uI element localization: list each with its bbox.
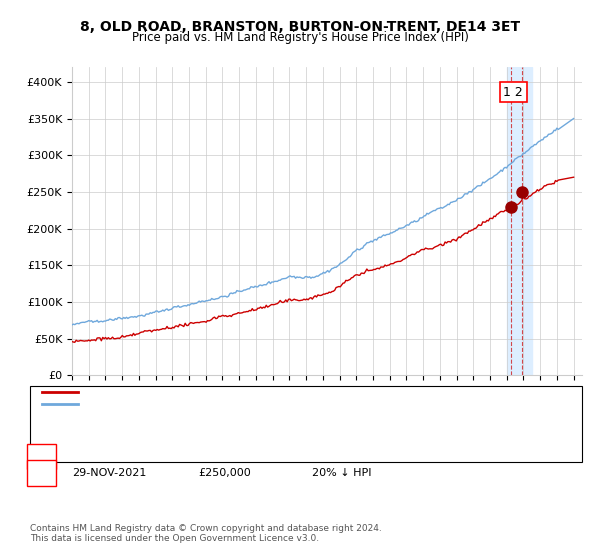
Bar [507,67,532,375]
Text: 8, OLD ROAD, BRANSTON, BURTON-ON-TRENT, DE14 3ET (detached house): 8, OLD ROAD, BRANSTON, BURTON-ON-TRENT, … [87,387,479,397]
Text: £230,000: £230,000 [198,451,251,461]
Text: 29-NOV-2021: 29-NOV-2021 [72,468,146,478]
Text: 2: 2 [38,468,45,478]
Text: Contains HM Land Registry data © Crown copyright and database right 2024.
This d: Contains HM Land Registry data © Crown c… [30,524,382,543]
Text: HPI: Average price, detached house, East Staffordshire: HPI: Average price, detached house, East… [87,399,373,409]
Text: 20% ↓ HPI: 20% ↓ HPI [312,468,371,478]
Text: Price paid vs. HM Land Registry's House Price Index (HPI): Price paid vs. HM Land Registry's House … [131,31,469,44]
Text: 31-MAR-2021: 31-MAR-2021 [72,451,147,461]
Text: £250,000: £250,000 [198,468,251,478]
Text: 8, OLD ROAD, BRANSTON, BURTON-ON-TRENT, DE14 3ET: 8, OLD ROAD, BRANSTON, BURTON-ON-TRENT, … [80,20,520,34]
Text: 21% ↓ HPI: 21% ↓ HPI [312,451,371,461]
Text: 1: 1 [38,451,45,461]
Text: 1 2: 1 2 [503,86,523,99]
